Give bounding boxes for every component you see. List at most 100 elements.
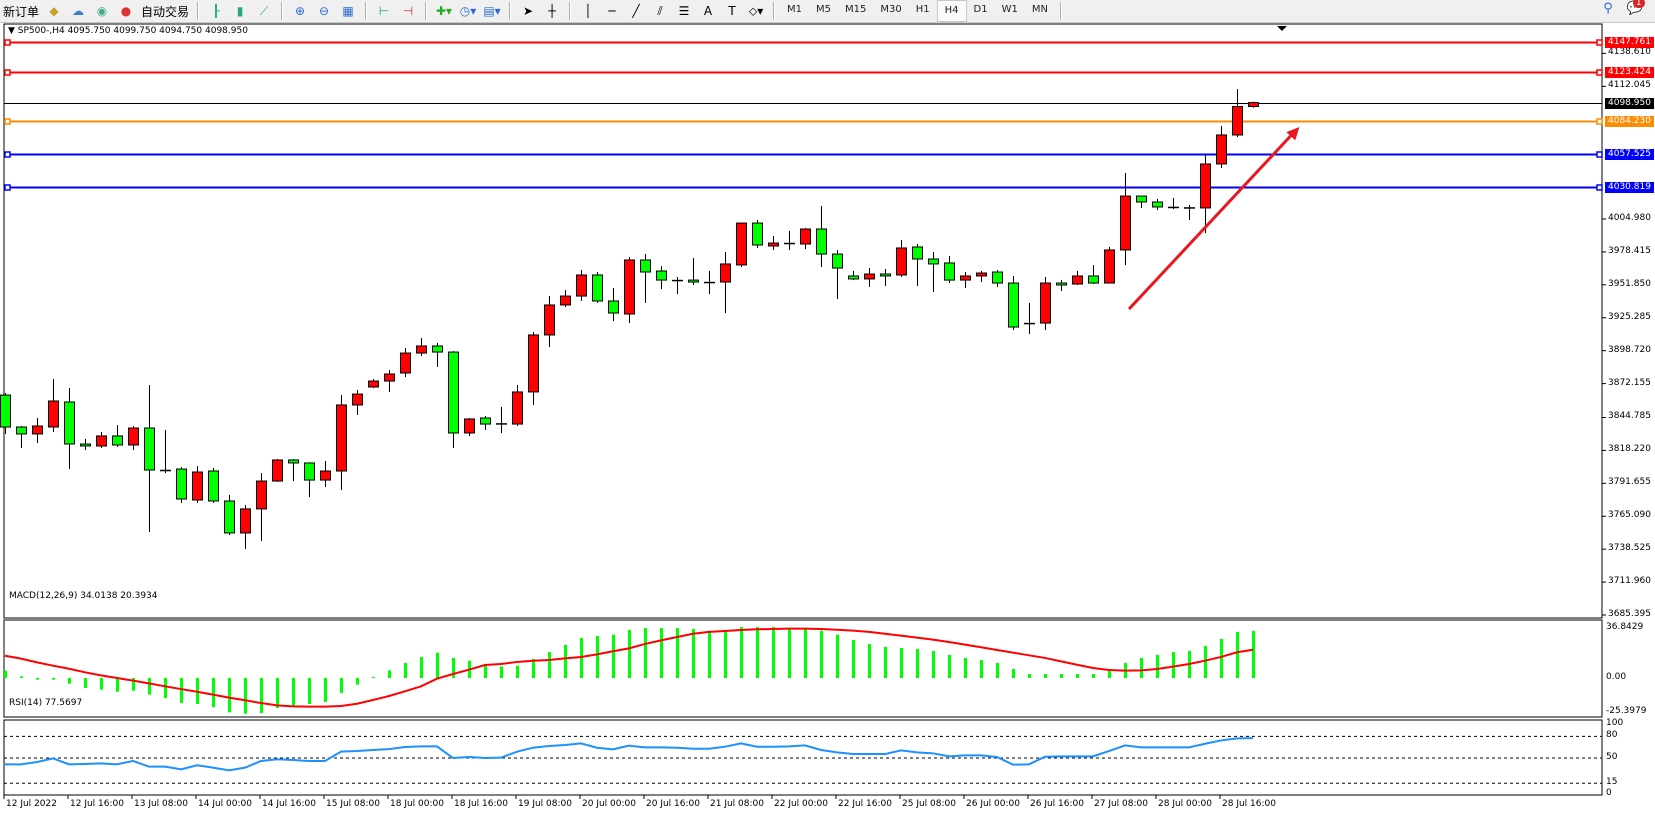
zoom-in-icon[interactable]: ⊕ (295, 4, 306, 18)
auto-trading-icon[interactable]: ● (120, 4, 132, 18)
auto-trading-button[interactable]: 自动交易 (141, 4, 190, 19)
candle-bearish (224, 500, 235, 534)
bar-chart-icon[interactable]: ┠ (212, 4, 220, 18)
tile-windows-icon[interactable]: ▦ (342, 4, 354, 18)
candle-bullish (1120, 195, 1131, 251)
zoom-out-icon[interactable]: ⊖ (319, 4, 330, 18)
timeframe-d1[interactable]: D1 (973, 4, 988, 15)
candle-bearish (1056, 282, 1067, 286)
price-tick-label: 3844.785 (1608, 411, 1651, 422)
timeframe-h4[interactable]: H4 (936, 0, 967, 22)
new-order-button[interactable]: 新订单 (3, 4, 40, 19)
candle-bullish (368, 380, 379, 388)
shapes-icon[interactable]: ⬦▾ (748, 3, 764, 18)
auto-scroll-icon[interactable]: ⊢ (378, 4, 390, 18)
candle-bullish (1040, 282, 1051, 324)
cursor-icon[interactable]: ➤ (523, 4, 534, 18)
horizontal-line-icon[interactable]: ─ (608, 4, 616, 18)
macd-histogram-bar (1028, 673, 1031, 678)
candle-bearish (304, 462, 315, 481)
level-anchor-right (1596, 69, 1603, 76)
timeframe-mn[interactable]: MN (1031, 4, 1048, 15)
timeframe-m1[interactable]: M1 (787, 4, 803, 15)
candle-bullish (384, 373, 395, 382)
candlestick-icon[interactable]: ▮ (236, 4, 244, 18)
macd-histogram-bar (916, 648, 919, 678)
price-tick-label: 3791.655 (1608, 477, 1651, 488)
candle-bullish (1216, 134, 1227, 165)
timeframe-m15[interactable]: M15 (845, 4, 867, 15)
time-tick-label: 14 Jul 16:00 (262, 799, 316, 809)
separator (281, 2, 284, 20)
candle-bullish (576, 274, 587, 297)
periods-icon[interactable]: ◷▾ (459, 4, 477, 18)
level-price-label: 4057.525 (1605, 148, 1654, 160)
candle-bearish (944, 262, 955, 281)
trendline-icon[interactable]: ╱ (632, 4, 640, 18)
macd-histogram-bar (1172, 651, 1175, 678)
time-tick-label: 21 Jul 08:00 (710, 799, 764, 809)
candle-bullish (544, 304, 555, 336)
macd-histogram-bar (740, 627, 743, 678)
price-tick-label: 3711.960 (1608, 576, 1651, 587)
macd-histogram-bar (228, 678, 231, 713)
fibonacci-icon[interactable]: ☰ (678, 4, 690, 18)
macd-histogram-bar (660, 628, 663, 678)
notification-badge: 1 (1632, 0, 1645, 8)
search-icon[interactable]: ⚲ (1603, 1, 1613, 16)
candle-bearish (832, 253, 843, 269)
timeframe-m30[interactable]: M30 (880, 4, 902, 15)
candle-bearish (1152, 201, 1163, 208)
macd-histogram-bar (612, 634, 615, 678)
trend-arrow-head-icon (1286, 127, 1300, 141)
candle-bullish (1200, 163, 1211, 209)
equidistant-channel-icon[interactable]: ⫽ (657, 3, 663, 18)
price-tick-label: 4138.610 (1608, 47, 1651, 58)
chart-shift-icon[interactable]: ⊣ (402, 4, 414, 18)
market-watch-icon[interactable]: ☁ (72, 4, 85, 18)
bid-price-label: 4098.950 (1605, 97, 1654, 109)
candle-bullish (336, 404, 347, 472)
macd-histogram-bar (692, 629, 695, 678)
candle-bullish (1248, 102, 1259, 108)
macd-histogram-bar (1108, 670, 1111, 678)
indicators-icon[interactable]: ✚▾ (435, 4, 453, 18)
macd-histogram-bar (772, 627, 775, 678)
chart-window[interactable]: ▼ SP500-,H4 4095.750 4099.750 4094.750 4… (0, 23, 1655, 818)
candle-bullish (768, 242, 779, 247)
candle-bullish (864, 273, 875, 280)
macd-histogram-bar (308, 678, 311, 705)
signals-icon[interactable]: ◉ (96, 4, 108, 18)
vertical-line-icon[interactable]: │ (584, 4, 592, 18)
time-tick-label: 20 Jul 00:00 (582, 799, 636, 809)
macd-histogram-bar (1220, 638, 1223, 678)
separator (569, 2, 572, 20)
notifications-icon[interactable]: 💬 1 (1626, 0, 1645, 16)
collapse-triangle-icon[interactable]: ▼ (8, 26, 18, 36)
level-anchor-right (1596, 184, 1603, 191)
separator (1059, 2, 1062, 20)
symbol-ohlc: SP500-,H4 4095.750 4099.750 4094.750 409… (17, 26, 248, 36)
time-tick-label: 14 Jul 00:00 (198, 799, 252, 809)
line-chart-icon[interactable]: ⟋ (259, 3, 269, 18)
main-panel (3, 23, 1603, 619)
level-anchor-left (4, 184, 11, 191)
candle-bearish (288, 459, 299, 464)
history-center-icon[interactable]: ◆ (49, 4, 59, 18)
rsi-label: RSI(14) 77.5697 (9, 698, 83, 708)
templates-icon[interactable]: ▤▾ (483, 4, 501, 18)
timeframe-w1[interactable]: W1 (1001, 4, 1018, 15)
candle-bullish (96, 435, 107, 447)
timeframe-m5[interactable]: M5 (816, 4, 832, 15)
macd-histogram-bar (1156, 655, 1159, 678)
level-anchor-right (1596, 151, 1603, 158)
timeframe-h1[interactable]: H1 (915, 4, 930, 15)
text-icon[interactable]: A (703, 4, 713, 18)
separator (509, 2, 512, 20)
text-label-icon[interactable]: T (728, 4, 736, 18)
candle-bearish (848, 275, 859, 280)
chart-canvas[interactable] (0, 23, 1655, 818)
candle-bullish (560, 295, 571, 306)
candle-bearish (1136, 195, 1147, 203)
crosshair-icon[interactable]: ┼ (548, 4, 556, 18)
